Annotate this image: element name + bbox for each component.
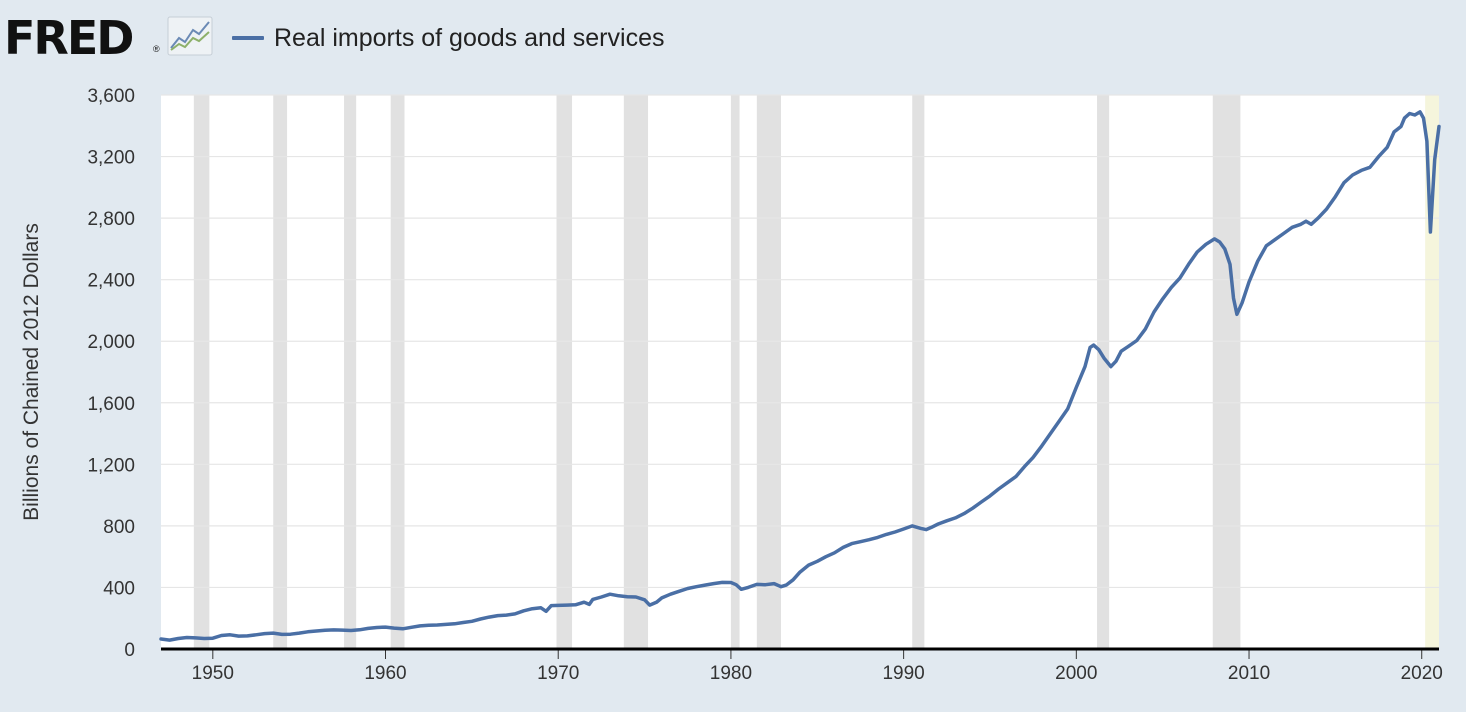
legend-label[interactable]: Real imports of goods and services [274, 23, 665, 52]
x-tick-label-2010: 2010 [1228, 663, 1270, 684]
recession-band-9 [1097, 95, 1110, 649]
chart-trend-icon [167, 16, 213, 56]
y-tick-label-3200: 3,200 [87, 148, 135, 169]
y-axis-label: Billions of Chained 2012 Dollars [20, 223, 43, 521]
x-tick-label-1990: 1990 [882, 663, 924, 684]
y-tick-label-3600: 3,600 [87, 86, 135, 107]
registered-mark: ® [153, 44, 160, 54]
recession-band-2 [344, 95, 357, 649]
recession-band-8 [912, 95, 925, 649]
x-tick-label-1960: 1960 [364, 663, 406, 684]
x-tick-label-1950: 1950 [192, 663, 234, 684]
y-tick-label-800: 800 [103, 517, 135, 538]
grid-lines [161, 94, 1439, 589]
chart-header: FRED ® Real imports of goods and service… [0, 0, 1466, 80]
recession-band-1 [273, 95, 288, 649]
y-tick-label-0: 0 [124, 640, 135, 661]
recession-shading [193, 95, 1439, 649]
legend: Real imports of goods and services [232, 20, 664, 56]
recession-band-0 [193, 95, 210, 649]
x-axis-ticks: 1950 1960 1970 1980 1990 2000 2010 2020 [192, 649, 1443, 684]
y-tick-label-1200: 1,200 [87, 455, 135, 476]
recession-band-5 [623, 95, 649, 649]
series-line[interactable] [159, 110, 1441, 642]
y-tick-label-2800: 2,800 [87, 209, 135, 230]
recession-band-10 [1212, 95, 1241, 649]
legend-swatch [232, 36, 264, 40]
y-tick-label-2000: 2,000 [87, 332, 135, 353]
y-tick-label-400: 400 [103, 578, 135, 599]
x-tick-label-2020: 2020 [1401, 663, 1443, 684]
x-tick-label-1970: 1970 [537, 663, 579, 684]
recession-band-3 [390, 95, 405, 649]
current-period-highlight [1425, 95, 1439, 649]
recession-band-4 [556, 95, 573, 649]
recession-band-6 [730, 95, 740, 649]
recession-band-7 [756, 95, 782, 649]
fred-logo[interactable]: FRED [4, 11, 134, 65]
y-axis-ticks: 0 400 800 1,200 1,600 2,000 2,400 2,800 3,200 3,6… [87, 86, 135, 661]
y-tick-label-2400: 2,400 [87, 271, 135, 292]
x-tick-label-2000: 2000 [1055, 663, 1097, 684]
x-tick-label-1980: 1980 [710, 663, 752, 684]
y-tick-label-1600: 1,600 [87, 394, 135, 415]
